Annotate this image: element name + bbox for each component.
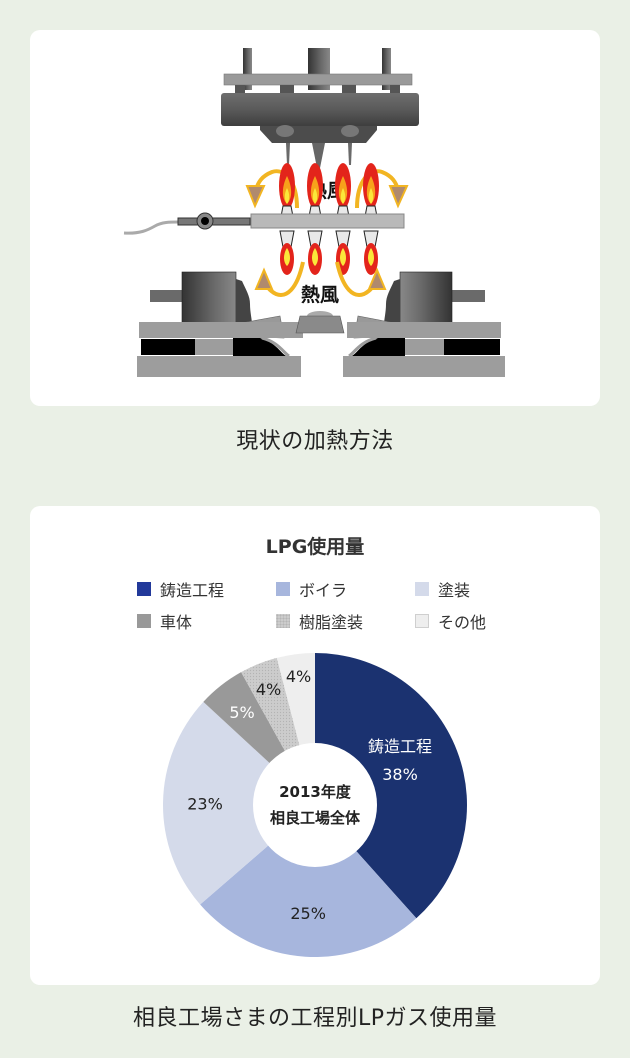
donut-hole [253,743,377,867]
slice-label-value: 23% [187,794,223,813]
slice-label-value: 4% [286,667,311,686]
legend-label: 樹脂塗装 [299,613,364,632]
legend-label: その他 [438,613,487,632]
flames-top-icon [279,163,379,209]
legend-label: ボイラ [299,581,348,600]
illustration-caption: 現状の加熱方法 [236,429,394,454]
legend-swatch [137,614,151,628]
legend-item-casting: 鋳造工程 [137,580,225,600]
legend-label: 塗装 [438,581,471,600]
legend-swatch [276,614,290,628]
flames-bottom-icon [280,243,378,275]
heating-method-illustration: 熱風 [123,48,505,377]
pie-slice-1 [315,653,468,919]
slice-label-value: 4% [256,680,281,699]
legend-swatch [415,582,429,596]
pie-slice-2 [200,805,417,957]
chart-caption: 相良工場さまの工程別LPガス使用量 [132,1006,498,1031]
center-label-plant: 相良工場全体 [270,809,361,827]
center-label-year: 2013年度 [279,783,352,801]
legend-item-resin-painting: 樹脂塗装 [276,612,364,632]
slice-label-value: 25% [290,904,326,923]
legend-swatch [137,582,151,596]
workpiece-icon [295,311,345,334]
arrow-head-icon [245,185,266,209]
slice-label-value: 5% [229,703,254,722]
upper-die-icon [221,48,419,168]
legend-item-painting: 塗装 [415,580,471,600]
lower-right-clamp-icon [343,271,505,377]
slice-label-category: 鋳造工程 [368,737,432,756]
legend-label: 車体 [160,613,193,632]
arrow-head-icon [367,267,387,290]
arrow-head-icon [388,185,409,209]
legend-swatch [415,614,429,628]
legend-item-other: その他 [415,612,487,632]
slice-label-value: 38% [382,765,418,784]
legend-swatch [276,582,290,596]
arrow-head-icon [254,267,274,290]
legend-label: 鋳造工程 [160,581,225,600]
pie-slice-3 [162,701,315,905]
legend-item-body: 車体 [137,612,193,632]
legend-item-boiler: ボイラ [276,580,348,600]
chart-title: LPG使用量 [265,536,365,558]
gas-pipe-icon [123,212,405,235]
lower-left-clamp-icon [137,271,303,377]
hot-air-label-bottom: 熱風 [301,283,339,306]
